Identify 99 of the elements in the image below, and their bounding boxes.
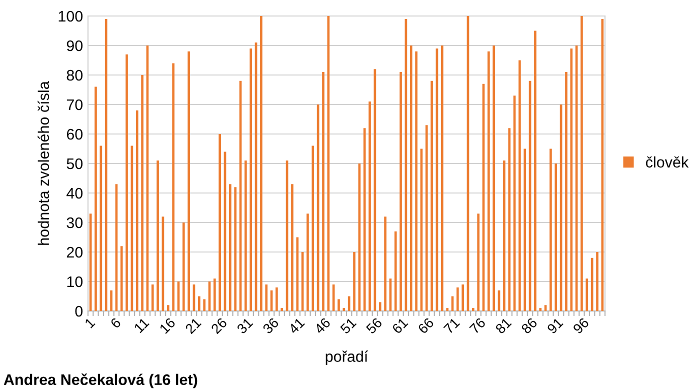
x-tick-label: 96 [572,317,590,334]
y-tick-label: 60 [66,128,83,140]
bar [126,54,128,311]
bar [477,214,480,311]
x-tick-label: 86 [520,317,538,334]
bar [363,128,366,311]
bar [260,16,262,311]
bar [166,305,170,311]
y-tick-label: 90 [66,40,83,52]
bar [94,86,97,311]
bar [312,146,314,311]
bar [400,72,402,311]
bar [218,134,221,311]
bar [110,290,112,311]
bar [104,18,108,311]
bar [425,125,428,311]
bar [291,184,294,311]
bar [580,16,583,311]
bar [446,308,448,311]
legend-label: člověk [646,156,689,168]
y-tick-label: 70 [66,99,83,110]
bar [456,287,459,311]
bar [378,302,382,311]
x-tick-label: 36 [262,317,280,334]
x-tick-label: 51 [340,317,357,334]
x-tick-label: 71 [443,317,460,334]
x-tick-label: 46 [314,317,331,334]
bar [570,48,573,311]
bar [203,299,206,311]
bar [596,252,598,311]
x-axis-title: pořadí [326,350,368,365]
bar [565,72,568,311]
bar [586,278,588,311]
y-tick-label: 20 [66,246,83,258]
bar [440,46,444,311]
x-tick-label: 76 [469,317,486,334]
x-tick-label: 1 [84,317,96,328]
bar [492,46,496,311]
bar [534,30,536,311]
bar [156,160,159,311]
x-tick-label: 6 [110,317,122,329]
bar [539,308,542,311]
bar [182,222,185,311]
bar [322,72,324,311]
x-tick-label: 16 [159,317,176,334]
bar [384,216,386,311]
y-tick-label: 40 [66,188,83,199]
bar [410,46,412,311]
bar [394,231,397,311]
text: Andrea Nečekalová (16 let) [4,374,198,388]
bar [338,299,340,311]
bar [120,246,123,311]
y-tick-label: 10 [67,276,83,288]
bar [214,278,216,311]
bar [488,51,490,311]
x-tick-label: 21 [184,317,202,334]
bar [188,51,190,311]
bar [198,296,200,311]
bar [462,284,464,311]
bar [265,284,268,311]
x-tick-label: 91 [546,317,564,334]
x-tick-label: 66 [417,317,434,334]
bar [280,308,284,311]
bar [151,284,154,311]
y-tick-label: 30 [66,217,83,228]
x-tick-label: 61 [392,317,408,334]
bar [244,160,247,311]
x-tick-label: 31 [236,317,254,334]
x-tick-label: 56 [366,317,383,334]
bar [141,75,144,311]
bar [550,148,552,311]
bar [503,160,506,311]
bar [136,110,138,311]
bar [472,308,474,311]
y-tick-label: 50 [66,158,83,170]
y-tick-label: 100 [58,10,83,22]
x-tick-label: 41 [288,317,305,334]
bar [430,80,433,311]
bar [234,187,237,311]
bar [276,287,278,311]
bar [518,60,521,311]
bar [250,48,252,311]
y-tick-label: 0 [75,306,83,317]
y-axis-title: hodnota zvoleného čísla [38,81,50,245]
x-tick-label: 11 [134,317,150,334]
bar [524,148,526,311]
bar [554,164,558,311]
bar [172,63,174,311]
bar [508,128,511,311]
bar [353,252,356,311]
bar [229,184,232,311]
bar [368,102,371,311]
bar [296,237,299,311]
y-tick-label: 80 [66,70,83,81]
bar [306,214,309,311]
x-tick-label: 26 [210,317,228,334]
bar [415,51,418,311]
bar [327,16,330,311]
x-tick-label: 81 [494,317,512,334]
